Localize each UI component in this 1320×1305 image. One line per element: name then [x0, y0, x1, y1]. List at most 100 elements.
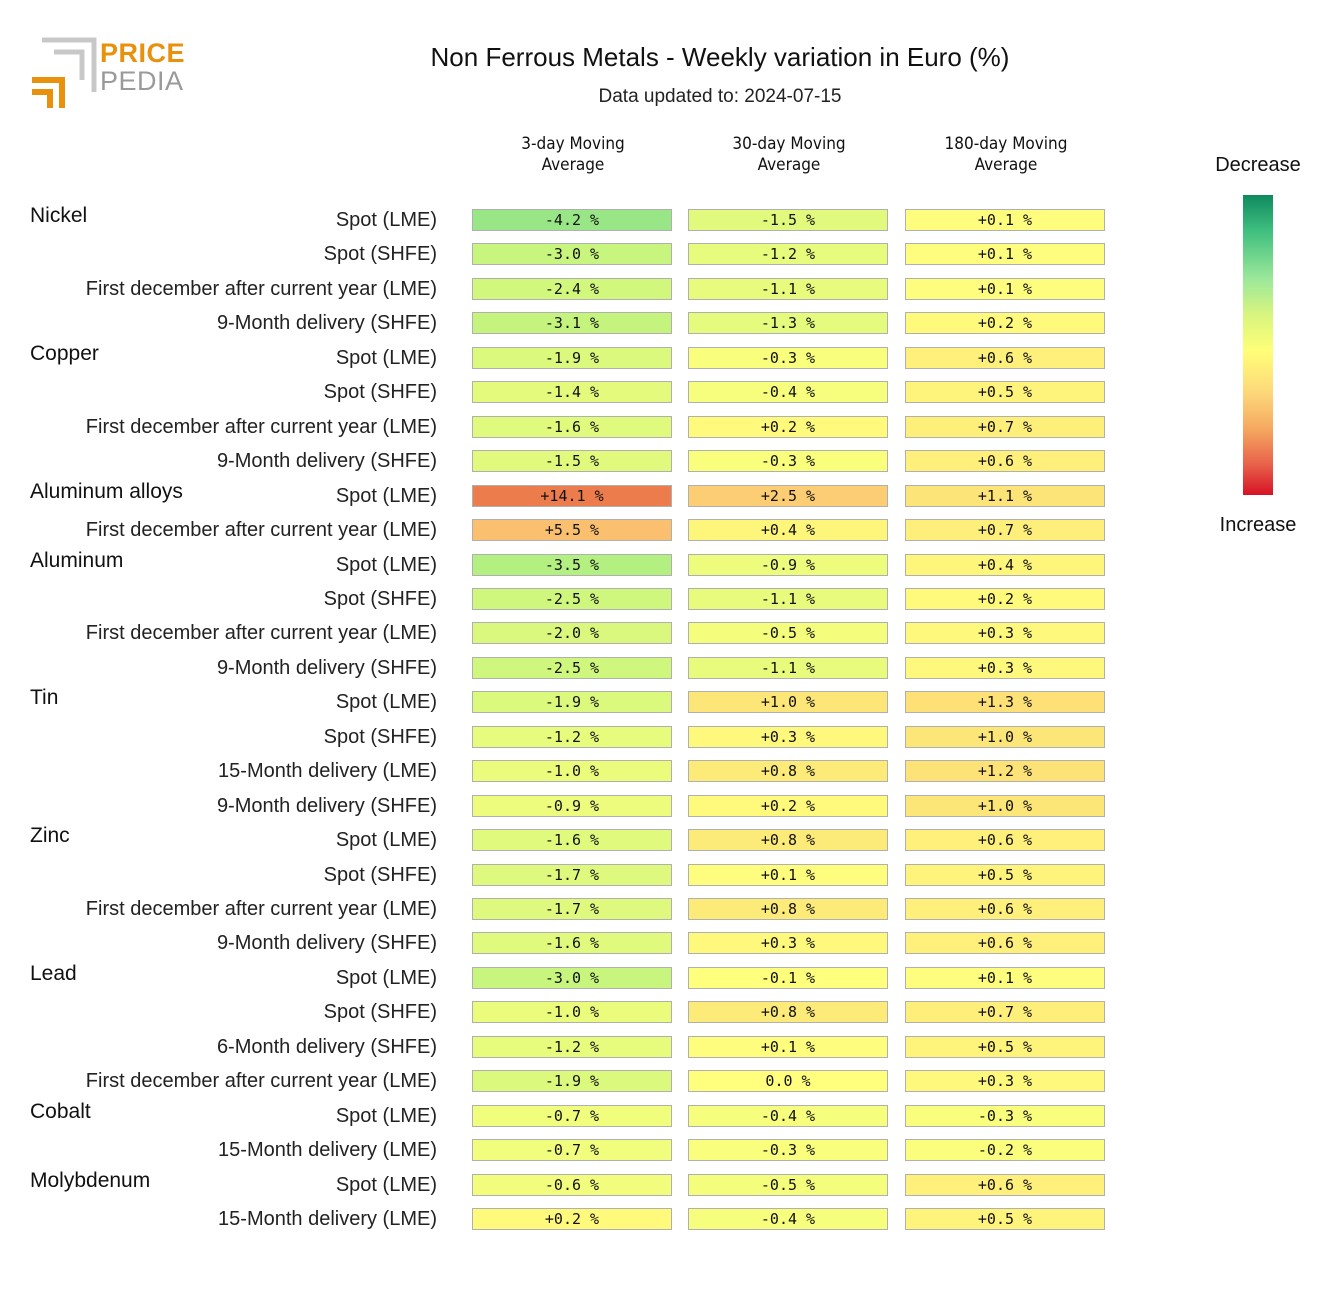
- column-header-3: 180-day Moving Average: [944, 134, 1068, 175]
- heatmap-cell: 0.0 %: [688, 1070, 888, 1093]
- legend-color-bar: [1243, 195, 1273, 495]
- heatmap-cell: -4.2 %: [472, 209, 672, 231]
- heatmap-cell: -3.5 %: [472, 553, 672, 576]
- heatmap-cell: +1.0 %: [905, 725, 1105, 748]
- heatmap-cell: -1.5 %: [472, 450, 672, 473]
- heatmap-cell: -1.7 %: [472, 898, 672, 920]
- heatmap-cell: +0.1 %: [688, 863, 888, 886]
- heatmap-cell: -3.0 %: [472, 243, 672, 266]
- heatmap-cell: -0.4 %: [688, 1104, 888, 1127]
- row-label: 15-Month delivery (LME): [218, 760, 437, 783]
- heatmap-cell: +0.3 %: [905, 622, 1105, 645]
- row-label: 9-Month delivery (SHFE): [216, 932, 437, 955]
- heatmap-cell: -1.1 %: [688, 277, 888, 300]
- heatmap-cell: +0.6 %: [905, 829, 1105, 852]
- heatmap-cell: +0.5 %: [905, 381, 1105, 404]
- row-label: Spot (LME): [335, 209, 437, 231]
- heatmap-cell: +0.4 %: [688, 519, 888, 542]
- row-label: Spot (SHFE): [323, 381, 437, 404]
- pricepedia-logo: PRICE PEDIA: [28, 36, 188, 112]
- heatmap-cell: +0.8 %: [688, 898, 888, 920]
- group-label: Copper: [30, 341, 99, 365]
- heatmap-cell: +0.2 %: [688, 415, 888, 438]
- heatmap-cell: -0.9 %: [688, 553, 888, 576]
- row-label: Spot (LME): [335, 829, 437, 852]
- group-label: Cobalt: [30, 1099, 91, 1123]
- heatmap-cell: -0.5 %: [688, 1173, 888, 1196]
- heatmap-cell: -0.7 %: [472, 1139, 672, 1162]
- heatmap-cell: -1.2 %: [688, 243, 888, 266]
- heatmap-cell: +0.7 %: [905, 519, 1105, 542]
- row-label: First december after current year (LME): [85, 898, 437, 920]
- logo-text-pedia: PEDIA: [100, 66, 184, 96]
- heatmap-cell: -0.9 %: [472, 794, 672, 817]
- heatmap-cell: -0.3 %: [688, 450, 888, 473]
- heatmap-cell: +0.8 %: [688, 1001, 888, 1024]
- group-label: Molybdenum: [30, 1168, 151, 1192]
- logo-mark-icon: [32, 37, 97, 108]
- legend-decrease-label: Decrease: [1215, 154, 1301, 176]
- group-label: Aluminum alloys: [30, 479, 183, 503]
- heatmap-cell: +0.6 %: [905, 898, 1105, 920]
- heatmap-cell: -1.9 %: [472, 691, 672, 714]
- heatmap-cell: -0.4 %: [688, 1208, 888, 1231]
- heatmap-cell: +0.6 %: [905, 1173, 1105, 1196]
- heatmap-cell: +1.0 %: [688, 691, 888, 714]
- row-label: Spot (LME): [335, 1173, 437, 1196]
- heatmap-cell: -1.2 %: [472, 725, 672, 748]
- heatmap-cell: -0.3 %: [905, 1104, 1105, 1127]
- row-label: Spot (LME): [335, 484, 437, 507]
- heatmap-cell: -1.5 %: [688, 209, 888, 231]
- group-label: Aluminum: [30, 548, 124, 572]
- heatmap-cell: -2.4 %: [472, 277, 672, 300]
- heatmap-cell: +2.5 %: [688, 484, 888, 507]
- row-label: Spot (SHFE): [323, 243, 437, 266]
- chart-subtitle: Data updated to: 2024-07-15: [598, 86, 842, 107]
- heatmap-cell: +0.2 %: [472, 1208, 672, 1231]
- row-label: Spot (LME): [335, 553, 437, 576]
- heatmap-cell: +14.1 %: [472, 484, 672, 507]
- row-label: 9-Month delivery (SHFE): [216, 312, 437, 335]
- heatmap-cell: +0.7 %: [905, 1001, 1105, 1024]
- group-label: Nickel: [30, 204, 88, 227]
- heatmap-cell: +1.3 %: [905, 691, 1105, 714]
- heatmap-cell: +0.8 %: [688, 760, 888, 783]
- heatmap-cell: -3.1 %: [472, 312, 672, 335]
- heatmap-cell: -1.6 %: [472, 415, 672, 438]
- heatmap-cell: -1.0 %: [472, 760, 672, 783]
- heatmap-cell: +0.7 %: [905, 415, 1105, 438]
- row-label: Spot (LME): [335, 691, 437, 714]
- row-label: 15-Month delivery (LME): [218, 1208, 437, 1231]
- group-label: Zinc: [30, 824, 70, 848]
- group-label: Lead: [30, 961, 77, 985]
- heatmap-cell: +1.1 %: [905, 484, 1105, 507]
- heatmap-cell: -1.1 %: [688, 587, 888, 610]
- row-label: 9-Month delivery (SHFE): [216, 450, 437, 473]
- heatmap-cell: -1.0 %: [472, 1001, 672, 1024]
- heatmap-cell: -0.1 %: [688, 966, 888, 989]
- heatmap-cell: +0.1 %: [688, 1035, 888, 1058]
- heatmap-cell: -1.9 %: [472, 1070, 672, 1093]
- heatmap-cell: +0.1 %: [905, 277, 1105, 300]
- legend-increase-label: Increase: [1219, 514, 1297, 536]
- row-label: Spot (LME): [335, 1104, 437, 1127]
- heatmap-cell: -2.5 %: [472, 656, 672, 679]
- heatmap-cell: -2.0 %: [472, 622, 672, 645]
- group-label: Tin: [30, 686, 59, 710]
- column-header-1: 3-day Moving Average: [521, 134, 625, 175]
- heatmap-cell: +0.5 %: [905, 1035, 1105, 1058]
- heatmap-cell: +0.4 %: [905, 553, 1105, 576]
- row-label: First december after current year (LME): [85, 622, 437, 645]
- logo-text-price: PRICE: [100, 38, 186, 68]
- heatmap-cell: +0.2 %: [688, 794, 888, 817]
- heatmap-cell: -1.2 %: [472, 1035, 672, 1058]
- heatmap-cell: -1.6 %: [472, 932, 672, 955]
- row-label: 9-Month delivery (SHFE): [216, 794, 437, 817]
- row-label: First december after current year (LME): [85, 277, 437, 300]
- heatmap-cell: +0.1 %: [905, 209, 1105, 231]
- heatmap-cell: +0.3 %: [688, 725, 888, 748]
- heatmap-cell: -1.4 %: [472, 381, 672, 404]
- heatmap-cell: -1.9 %: [472, 346, 672, 369]
- chart-title: Non Ferrous Metals - Weekly variation in…: [430, 42, 1010, 72]
